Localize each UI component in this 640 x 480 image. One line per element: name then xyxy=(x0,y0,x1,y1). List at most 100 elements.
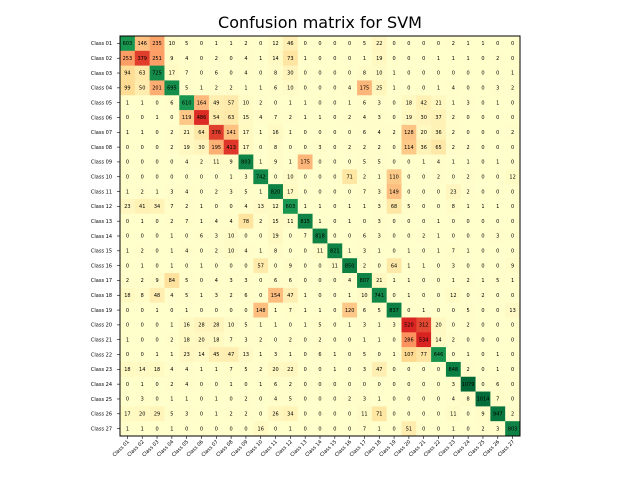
heatmap-cell xyxy=(386,154,402,170)
cell-value-label: 17 xyxy=(287,189,293,195)
cell-value-label: 0 xyxy=(392,397,395,403)
heatmap-cell xyxy=(386,421,402,437)
heatmap-cell xyxy=(149,273,165,289)
cell-value-label: 0 xyxy=(496,130,499,136)
cell-value-label: 534 xyxy=(419,337,429,343)
heatmap-cell xyxy=(238,287,254,303)
heatmap-cell xyxy=(149,95,165,111)
cell-value-label: 3 xyxy=(378,115,381,121)
heatmap-cell xyxy=(342,421,358,437)
heatmap-cell xyxy=(268,406,284,422)
heatmap-cells: 603 146 235 10 5 0 1 1 2 0 12 46 0 0 0 0 5 22 0 0 0 0 2 1 1 0 0253… xyxy=(120,36,521,437)
cell-value-label: 5 xyxy=(378,160,381,166)
cell-value-label: 4 xyxy=(244,249,247,255)
cell-value-label: 0 xyxy=(348,56,351,62)
heatmap-cell xyxy=(120,406,136,422)
cell-value-label: 19 xyxy=(406,115,412,121)
cell-value-label: 837 xyxy=(389,308,399,314)
heatmap-cell xyxy=(342,258,358,274)
heatmap-cell xyxy=(416,287,432,303)
cell-value-label: 3 xyxy=(496,234,499,240)
cell-value-label: 10 xyxy=(228,249,234,255)
cell-value-label: 1 xyxy=(126,249,129,255)
cell-value-label: 9 xyxy=(289,263,292,269)
cell-value-label: 820 xyxy=(271,189,281,195)
cell-value-label: 1 xyxy=(259,352,262,358)
cell-value-label: 3 xyxy=(244,337,247,343)
heatmap-cell xyxy=(282,317,299,333)
heatmap-cell xyxy=(342,80,358,96)
heatmap-cell xyxy=(327,391,343,407)
cell-value-label: 0 xyxy=(333,411,336,417)
cell-value-label: 0 xyxy=(511,397,514,403)
heatmap-cell xyxy=(268,213,284,229)
heatmap-cell xyxy=(149,124,165,141)
cell-value-label: 36 xyxy=(421,145,427,151)
heatmap-cell xyxy=(401,110,417,126)
cell-value-label: 0 xyxy=(481,352,484,358)
heatmap-cell xyxy=(431,347,447,363)
cell-value-label: 1 xyxy=(200,367,203,373)
heatmap-cell xyxy=(268,95,284,111)
heatmap-cell xyxy=(268,80,284,96)
heatmap-cell xyxy=(194,332,210,348)
cell-value-label: 5 xyxy=(289,397,292,403)
heatmap-cell xyxy=(223,124,239,141)
heatmap-cell xyxy=(460,50,476,66)
cell-value-label: 0 xyxy=(422,174,425,180)
cell-value-label: 2 xyxy=(481,293,484,299)
heatmap-cell xyxy=(386,184,402,200)
cell-value-label: 4 xyxy=(185,56,188,62)
cell-value-label: 22 xyxy=(287,367,293,373)
cell-value-label: 3 xyxy=(215,234,218,240)
cell-value-label: 71 xyxy=(346,174,352,180)
heatmap-cell xyxy=(431,302,447,318)
cell-value-label: 0 xyxy=(200,189,203,195)
cell-value-label: 0 xyxy=(481,145,484,151)
heatmap-cell xyxy=(164,361,180,378)
heatmap-cell xyxy=(445,287,462,303)
cell-value-label: 0 xyxy=(496,323,499,329)
heatmap-cell xyxy=(134,154,150,170)
heatmap-cell xyxy=(431,50,447,66)
heatmap-cell xyxy=(386,243,402,259)
heatmap-cell xyxy=(475,361,491,378)
heatmap-cell xyxy=(401,273,417,289)
cell-value-label: 11 xyxy=(317,249,323,255)
cell-value-label: 1 xyxy=(318,115,321,121)
cell-value-label: 0 xyxy=(348,382,351,388)
cell-value-label: 1 xyxy=(407,263,410,269)
cell-value-label: 9 xyxy=(274,160,277,166)
cell-value-label: 6 xyxy=(200,234,203,240)
cell-value-label: 0 xyxy=(304,71,307,77)
heatmap-cell xyxy=(401,243,417,259)
cell-value-label: 0 xyxy=(348,130,351,136)
heatmap-cell xyxy=(253,287,269,303)
cell-value-label: 0 xyxy=(392,367,395,373)
cell-value-label: 1 xyxy=(378,323,381,329)
heatmap-cell xyxy=(253,184,269,200)
heatmap-cell xyxy=(223,317,239,333)
y-tick-label: Class 26 xyxy=(91,412,112,418)
cell-value-label: 0 xyxy=(155,130,158,136)
cell-value-label: 0 xyxy=(126,352,129,358)
cell-value-label: 30 xyxy=(421,115,427,121)
heatmap-cell xyxy=(312,50,328,66)
heatmap-cell xyxy=(416,421,432,437)
heatmap-cell xyxy=(386,65,402,81)
cell-value-label: 0 xyxy=(496,145,499,151)
heatmap-cell xyxy=(505,213,521,229)
cell-value-label: 1 xyxy=(348,219,351,225)
heatmap-cell xyxy=(297,332,313,348)
heatmap-cell xyxy=(223,347,239,363)
heatmap-cell xyxy=(253,361,269,378)
cell-value-label: 0 xyxy=(200,41,203,47)
heatmap-cell xyxy=(431,406,447,422)
cell-value-label: 0 xyxy=(481,130,484,136)
heatmap-cell xyxy=(120,169,136,185)
cell-value-label: 5 xyxy=(496,278,499,284)
heatmap-cell xyxy=(179,258,195,274)
heatmap-cell xyxy=(416,361,432,378)
heatmap-cell xyxy=(253,139,269,155)
heatmap-cell xyxy=(475,169,491,185)
